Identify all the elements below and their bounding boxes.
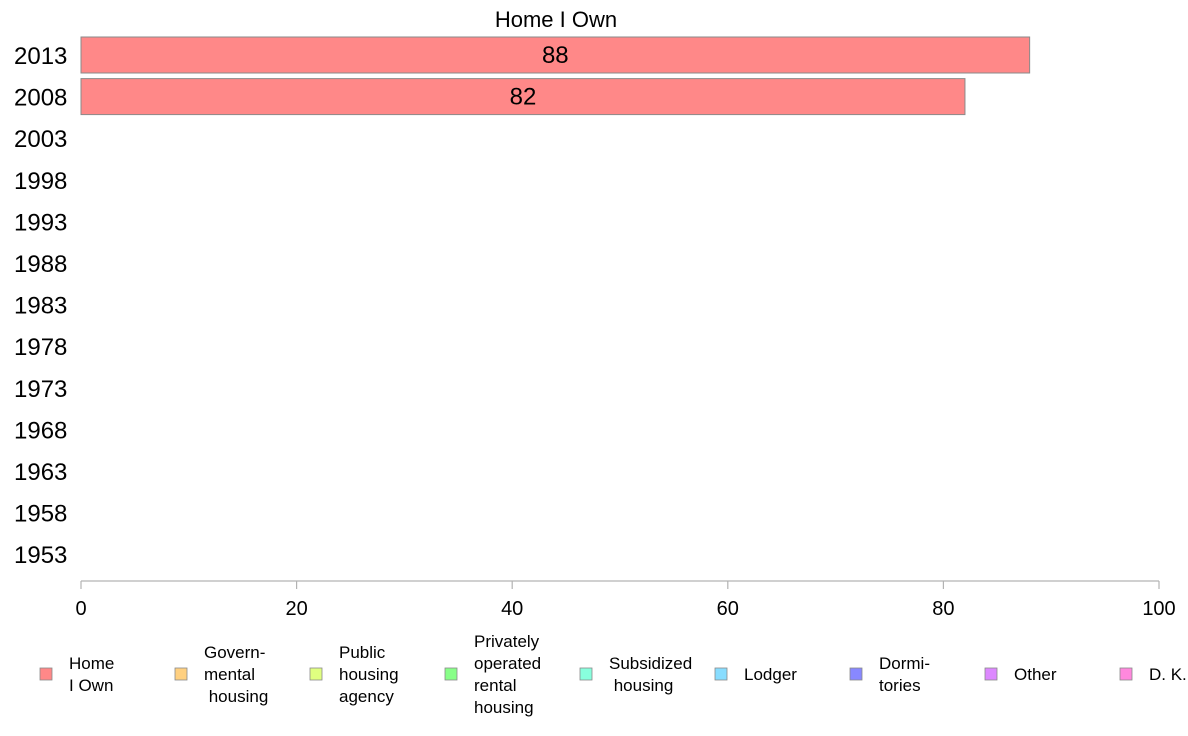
legend-swatch [444, 667, 458, 681]
y-tick-label: 1958 [14, 501, 67, 528]
y-tick-label: 1988 [14, 251, 67, 278]
legend-swatch [174, 667, 188, 681]
legend-item: Home I Own [39, 654, 114, 695]
x-tick-label: 0 [75, 598, 86, 620]
x-tick-label: 40 [501, 598, 523, 620]
legend-label: Other [1014, 665, 1057, 684]
x-tick-label: 20 [285, 598, 307, 620]
legend-swatch [39, 667, 53, 681]
legend-swatch [1119, 667, 1133, 681]
chart-title: Home I Own [495, 7, 617, 32]
y-tick-label: 2013 [14, 43, 67, 70]
legend-label: Subsidized housing [609, 654, 692, 695]
x-tick-label: 100 [1142, 598, 1175, 620]
legend-label: Govern-mental housing [204, 643, 268, 706]
legend-label: Privately operated rental housing [474, 632, 541, 717]
x-tick-label: 60 [717, 598, 739, 620]
bar-data-label: 82 [510, 84, 537, 111]
y-tick-label: 1973 [14, 376, 67, 403]
legend-label: Public housing agency [339, 643, 399, 706]
legend-item: Subsidized housing [579, 654, 692, 695]
legend-item: Public housing agency [309, 643, 399, 706]
legend-label: Dormi-tories [879, 654, 930, 695]
y-tick-label: 1993 [14, 209, 67, 236]
legend-item: Other [984, 665, 1057, 684]
y-axis-labels: 2013 2008 2003 1998 1993 1988 1983 1978 1973 1968… [14, 43, 67, 569]
legend-label: Lodger [744, 665, 797, 684]
legend-label: D. K. [1149, 665, 1187, 684]
legend-swatch [309, 667, 323, 681]
y-tick-label: 1998 [14, 168, 67, 195]
y-tick-label: 1953 [14, 542, 67, 569]
legend-label: Home I Own [69, 654, 114, 695]
y-tick-label: 1968 [14, 417, 67, 444]
legend-item: D. K. [1119, 665, 1187, 684]
legend-item: Dormi-tories [849, 654, 930, 695]
y-tick-label: 1963 [14, 459, 67, 486]
y-tick-label: 1983 [14, 293, 67, 320]
legend-swatch [984, 667, 998, 681]
x-tick-label: 80 [932, 598, 954, 620]
legend-swatch [849, 667, 863, 681]
y-tick-label: 2008 [14, 85, 67, 112]
y-tick-label: 1978 [14, 334, 67, 361]
y-tick-label: 2003 [14, 126, 67, 153]
legend-swatch [579, 667, 593, 681]
bar-data-label: 88 [542, 42, 569, 69]
legend-item: Govern-mental housing [174, 643, 268, 706]
bars [80, 36, 1031, 116]
legend-item: Lodger [714, 665, 797, 684]
legend-item: Privately operated rental housing [444, 632, 541, 717]
legend-swatch [714, 667, 728, 681]
bar-2013 [80, 36, 1031, 74]
x-axis: 0 20 40 60 80 100 [75, 580, 1176, 620]
bar-2008 [80, 78, 966, 116]
legend: Home I Own Govern-mental housing Public hous… [39, 632, 1187, 717]
